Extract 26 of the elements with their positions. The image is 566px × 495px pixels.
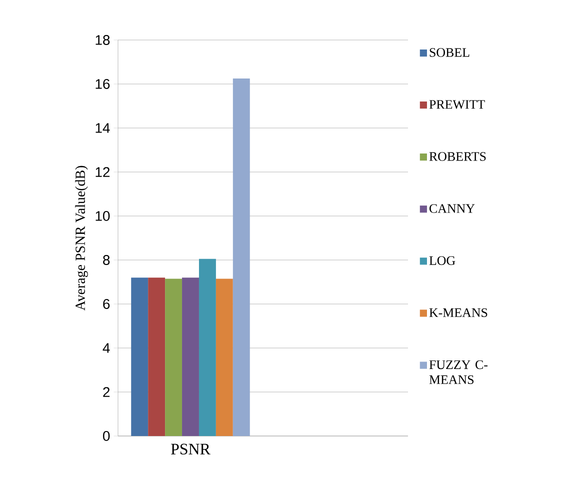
bar: [165, 278, 182, 436]
bar: [148, 278, 166, 436]
y-tick-label: 18: [96, 35, 110, 45]
y-tick-label: 4: [102, 343, 110, 353]
legend-label: PREWITT: [429, 100, 485, 109]
legend-label: SOBEL: [430, 48, 470, 57]
y-tick-label: 12: [96, 167, 110, 177]
x-tick-label: PSNR: [171, 444, 210, 454]
y-axis-title: Average PSNR Value(dB): [75, 166, 88, 311]
y-tick-label: 8: [103, 255, 110, 265]
bar: [182, 278, 199, 436]
legend-label: ROBERTS: [429, 152, 486, 161]
y-tick-label: 0: [103, 431, 110, 441]
y-tick-label: 2: [103, 387, 110, 397]
y-tick-label: 16: [96, 79, 110, 89]
bar: [198, 258, 216, 436]
y-tick-label: 14: [96, 123, 110, 133]
bar: [232, 78, 250, 436]
bar: [131, 278, 148, 436]
legend-label: CANNY: [430, 204, 475, 213]
legend-label: FUZZY C-MEANS: [429, 360, 488, 384]
legend-label: K-MEANS: [429, 308, 488, 318]
y-tick-label: 10: [96, 211, 110, 221]
y-tick-label: 6: [103, 299, 110, 309]
legend-label: LOG: [429, 256, 456, 265]
bar: [216, 278, 233, 436]
